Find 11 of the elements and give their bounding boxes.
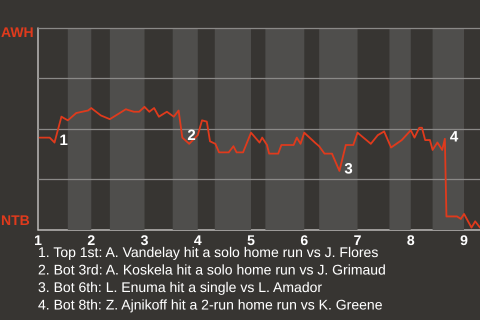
- text: 4. Bot 8th: Z. Ajnikoff hit a 2-run home run vs K. Greene: [38, 296, 383, 312]
- x-tick-label: 9: [460, 232, 468, 248]
- text: 2. Bot 3rd: A. Koskela hit a solo home run vs J. Grimaud: [38, 262, 386, 278]
- text: NTB: [1, 212, 30, 228]
- annotation: 3: [344, 160, 353, 178]
- annotation: 2: [187, 127, 196, 144]
- annotation: 4: [450, 128, 459, 146]
- text: 3. Bot 6th: L. Enuma hit a single vs L. Amador: [38, 279, 322, 295]
- text: AWH: [1, 24, 34, 40]
- x-tick-label: 8: [406, 232, 415, 248]
- annotation: 1: [60, 132, 68, 150]
